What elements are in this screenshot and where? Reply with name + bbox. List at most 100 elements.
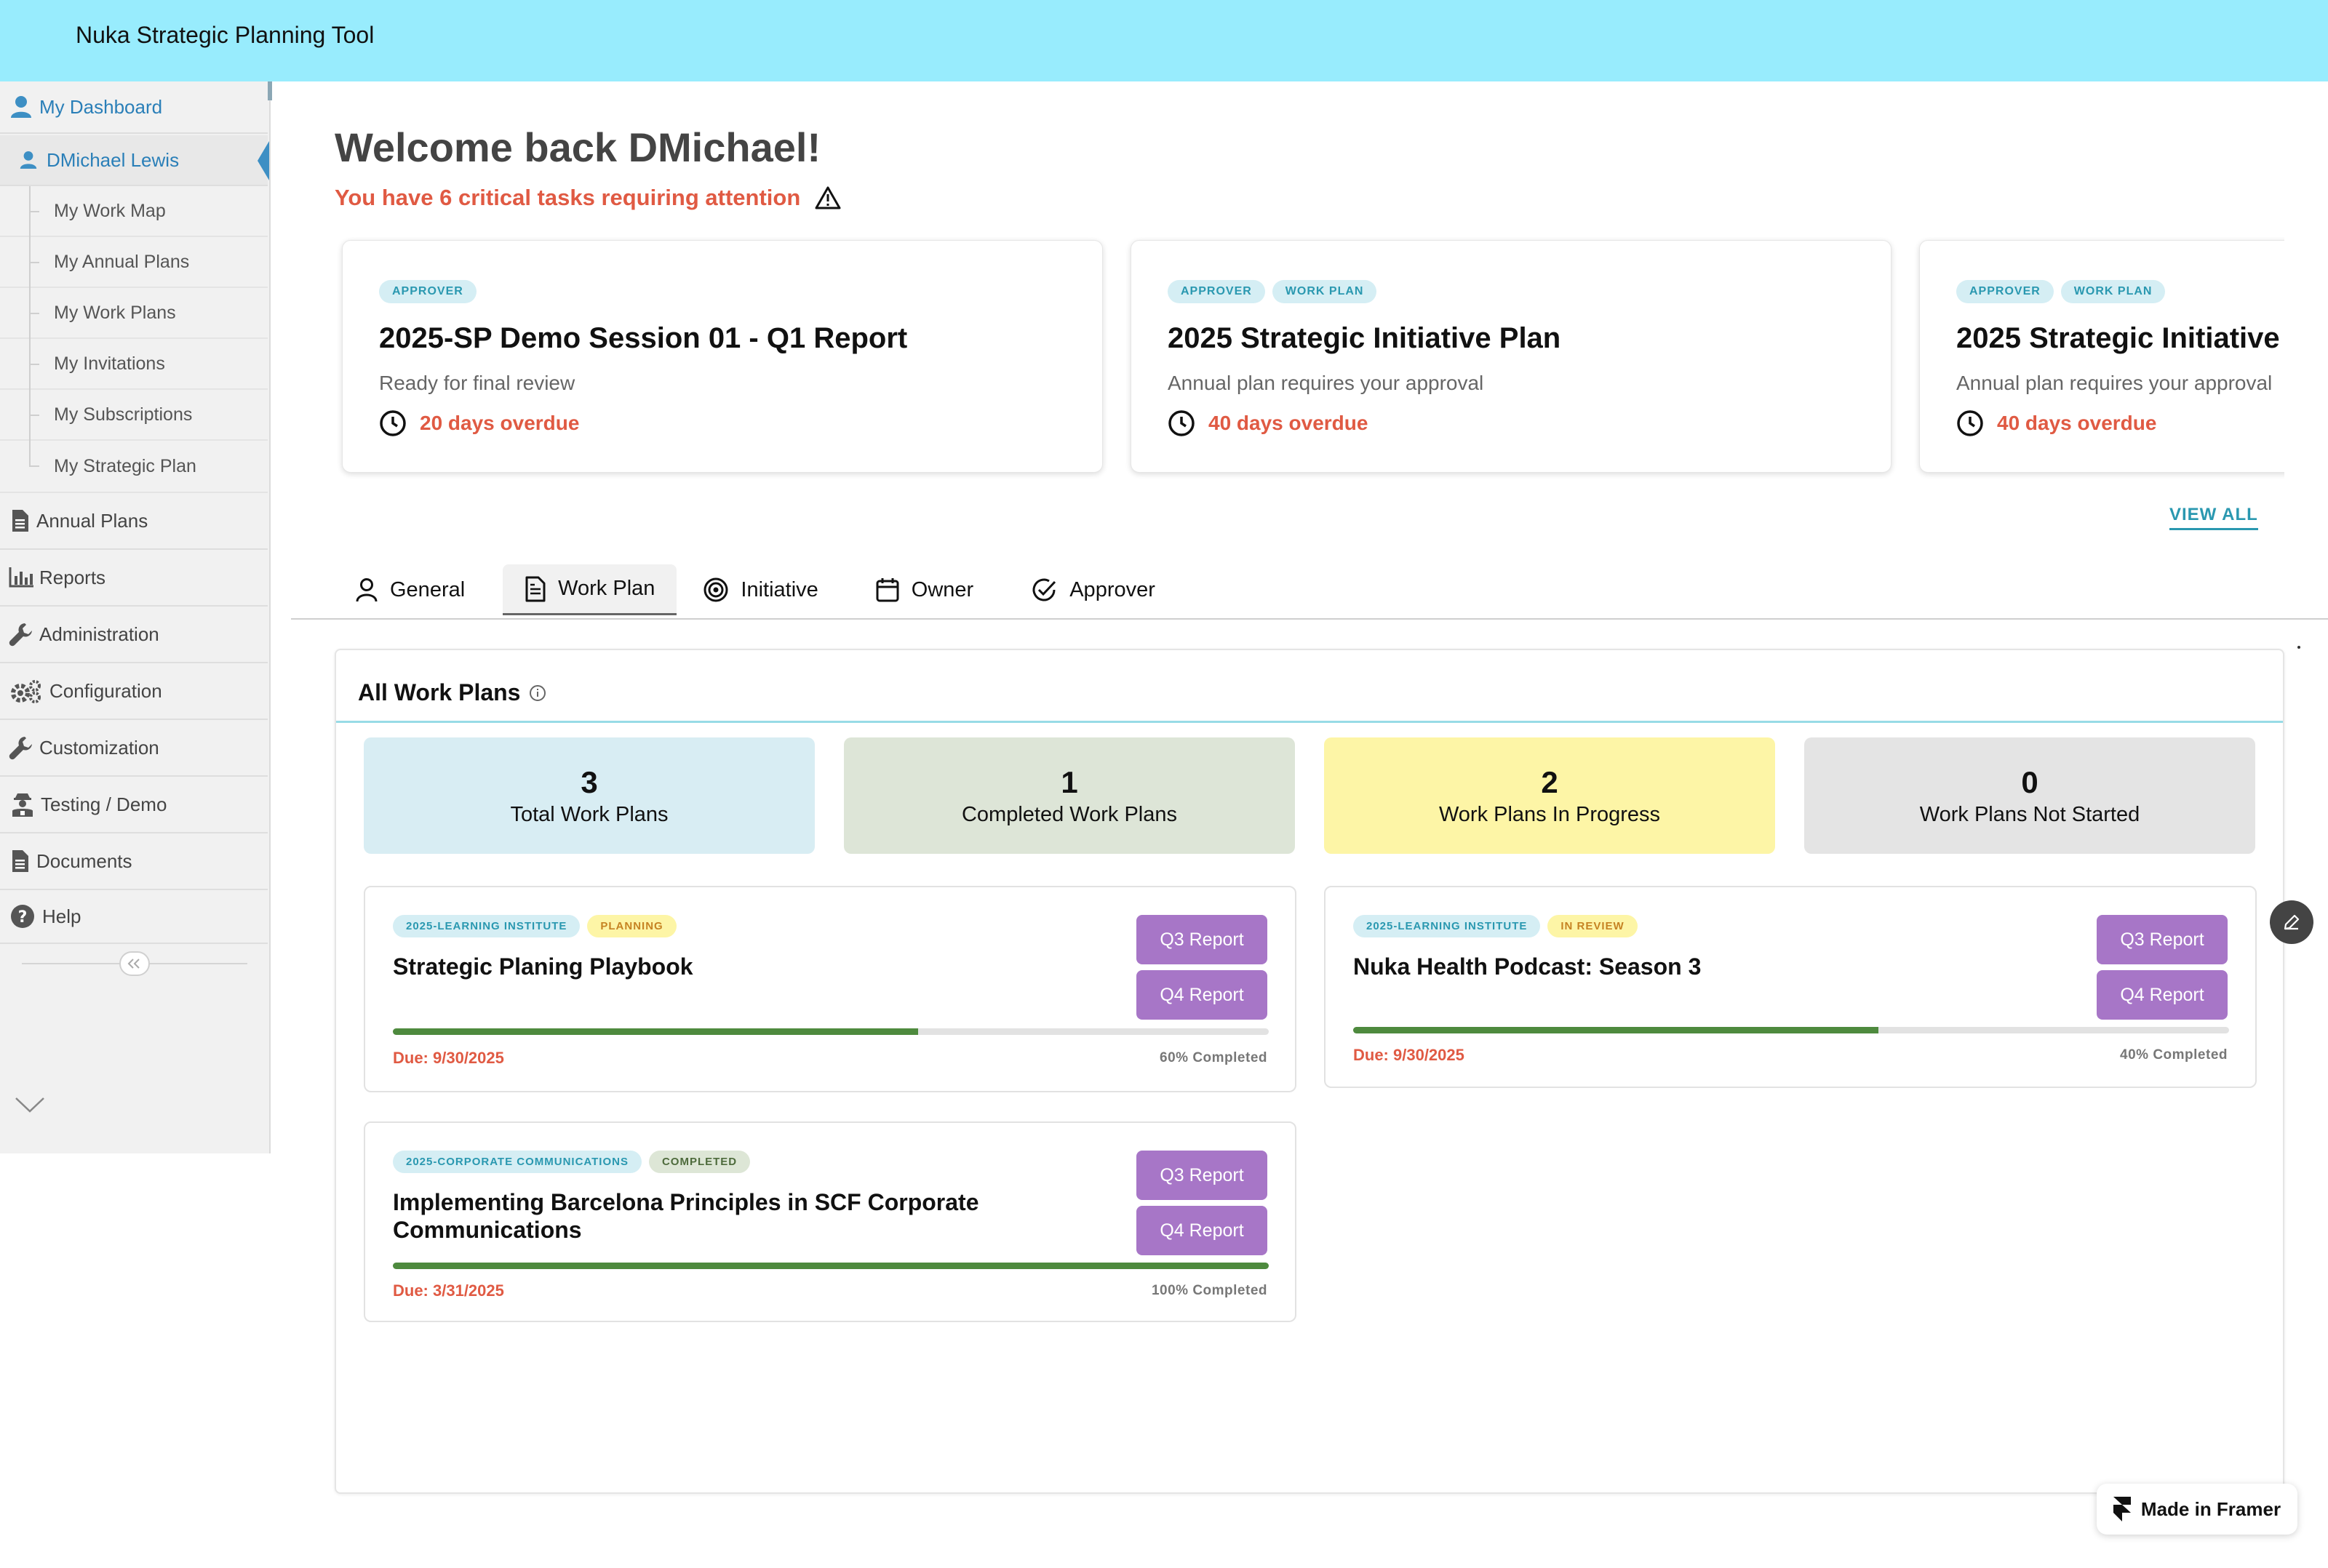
person-icon [356, 578, 378, 602]
task-card[interactable]: APPROVER 2025-SP Demo Session 01 - Q1 Re… [342, 240, 1103, 473]
sidebar-subitem-label: My Work Plans [54, 302, 176, 323]
sidebar-subitem-label: My Annual Plans [54, 251, 190, 272]
info-icon[interactable] [529, 684, 546, 702]
sidebar-item-label: Configuration [49, 679, 162, 702]
task-cards-carousel: APPROVER 2025-SP Demo Session 01 - Q1 Re… [335, 237, 2284, 484]
made-in-framer-badge[interactable]: Made in Framer [2097, 1484, 2297, 1535]
work-plan-title: Nuka Health Podcast: Season 3 [1353, 953, 1702, 980]
tab-general[interactable]: General [335, 564, 487, 615]
active-indicator-icon [258, 141, 269, 180]
critical-tasks-text: You have 6 critical tasks requiring atte… [335, 185, 801, 210]
overdue-text: 40 days overdue [1997, 412, 2157, 434]
task-card-due: 40 days overdue [1956, 409, 2156, 437]
check-circle-icon [1032, 578, 1056, 601]
tab-work-plan[interactable]: Work Plan [503, 564, 677, 615]
tab-initiative[interactable]: Initiative [681, 564, 840, 615]
type-tag: WORK PLAN [1272, 280, 1377, 303]
work-plans-panel: All Work Plans 3 Total Work Plans 1 Comp… [335, 649, 2284, 1494]
sidebar-item-reports[interactable]: Reports [0, 550, 268, 607]
sidebar-subitem-subscriptions[interactable]: My Subscriptions [0, 390, 268, 441]
sidebar-item-label: Reports [39, 566, 106, 588]
tab-owner[interactable]: Owner [853, 564, 995, 615]
sidebar-collapse-button[interactable] [119, 951, 150, 976]
sidebar-subitem-annual-plans[interactable]: My Annual Plans [0, 237, 268, 288]
warning-icon [815, 186, 841, 209]
task-card-subtitle: Annual plan requires your approval [1956, 372, 2273, 394]
sidebar-item-configuration[interactable]: Configuration [0, 663, 268, 720]
sidebar-item-label: Annual Plans [36, 509, 148, 532]
type-tag: WORK PLAN [2060, 280, 2166, 303]
tab-label: Work Plan [558, 577, 655, 600]
sidebar-item-label: Testing / Demo [41, 793, 167, 815]
wrench-icon [9, 735, 33, 760]
panel-title-text: All Work Plans [358, 679, 521, 705]
stat-not-started-work-plans[interactable]: 0 Work Plans Not Started [1804, 737, 2255, 854]
sidebar-item-user[interactable]: DMichael Lewis [0, 135, 269, 186]
tab-label: Approver [1069, 577, 1155, 601]
stat-value: 2 [1541, 764, 1558, 799]
stat-in-progress-work-plans[interactable]: 2 Work Plans In Progress [1324, 737, 1775, 854]
task-card-subtitle: Ready for final review [379, 372, 575, 394]
pencil-icon [2284, 914, 2300, 930]
sidebar-subitem-invitations[interactable]: My Invitations [0, 339, 268, 390]
work-plan-card[interactable]: 2025-LEARNING INSTITUTE IN REVIEW Nuka H… [1324, 886, 2257, 1088]
tab-approver[interactable]: Approver [1008, 564, 1177, 615]
sidebar-subitem-work-map[interactable]: My Work Map [0, 186, 268, 237]
sidebar-subitem-label: My Strategic Plan [54, 455, 196, 476]
sidebar-item-testing-demo[interactable]: Testing / Demo [0, 777, 268, 833]
stat-total-work-plans[interactable]: 3 Total Work Plans [364, 737, 815, 854]
q4-report-button[interactable]: Q4 Report [1136, 970, 1267, 1020]
sidebar-item-customization[interactable]: Customization [0, 720, 268, 777]
q3-report-button[interactable]: Q3 Report [2097, 915, 2228, 964]
sidebar-item-label: Documents [36, 849, 132, 872]
stat-value: 3 [581, 764, 598, 799]
q3-report-button[interactable]: Q3 Report [1136, 1151, 1267, 1200]
help-icon: ? [10, 904, 35, 929]
sidebar-subitem-label: My Invitations [54, 353, 165, 374]
sidebar-item-help[interactable]: ? Help [0, 890, 268, 944]
work-plan-title: Implementing Barcelona Principles in SCF… [393, 1189, 979, 1243]
q3-report-button[interactable]: Q3 Report [1136, 915, 1267, 964]
q4-report-button[interactable]: Q4 Report [2097, 970, 2228, 1020]
bar-chart-icon [9, 565, 33, 590]
sidebar-item-administration[interactable]: Administration [0, 607, 268, 663]
sidebar-item-label: Administration [39, 623, 159, 645]
user-icon [9, 95, 33, 119]
program-tag: 2025-LEARNING INSTITUTE [393, 915, 581, 937]
overdue-text: 20 days overdue [420, 412, 580, 434]
task-card[interactable]: APPROVER WORK PLAN 2025 Strategic Initia… [1131, 240, 1892, 473]
sidebar-item-label: Customization [39, 736, 159, 759]
sidebar-scrollbar[interactable] [268, 81, 272, 100]
sidebar-item-documents[interactable]: Documents [0, 833, 268, 890]
stat-label: Work Plans Not Started [1919, 802, 2140, 826]
top-bar: Nuka Strategic Planning Tool [0, 0, 2328, 81]
task-card[interactable]: APPROVER WORK PLAN 2025 Strategic Initia… [1919, 240, 2284, 473]
sidebar-subitem-strategic-plan[interactable]: My Strategic Plan [0, 441, 268, 493]
sidebar-item-label: My Dashboard [39, 95, 163, 118]
task-card-title: 2025-SP Demo Session 01 - Q1 Report [379, 322, 908, 354]
sidebar-item-label: Help [42, 905, 81, 927]
work-plan-card[interactable]: 2025-LEARNING INSTITUTE PLANNING Strateg… [364, 886, 1296, 1092]
edit-button[interactable] [2270, 900, 2313, 944]
due-date: Due: 3/31/2025 [393, 1281, 504, 1300]
progress-bar [393, 1028, 1269, 1035]
document-icon [7, 849, 32, 873]
sidebar-subitem-work-plans[interactable]: My Work Plans [0, 288, 268, 339]
wrench-icon [9, 622, 33, 647]
sidebar-item-annual-plans[interactable]: Annual Plans [0, 493, 268, 550]
user-icon [16, 148, 41, 172]
view-all-link[interactable]: VIEW ALL [2169, 505, 2258, 530]
stat-completed-work-plans[interactable]: 1 Completed Work Plans [844, 737, 1295, 854]
sidebar-item-my-dashboard[interactable]: My Dashboard [0, 81, 268, 134]
stat-value: 0 [2021, 764, 2038, 799]
tab-label: Initiative [741, 577, 818, 601]
task-card-title: 2025 Strategic Initiative [1956, 322, 2280, 354]
q4-report-button[interactable]: Q4 Report [1136, 1206, 1267, 1255]
work-plan-card[interactable]: 2025-CORPORATE COMMUNICATIONS COMPLETED … [364, 1121, 1296, 1322]
program-tag: 2025-CORPORATE COMMUNICATIONS [393, 1151, 642, 1173]
app-title: Nuka Strategic Planning Tool [76, 22, 375, 48]
chevron-down-icon[interactable] [13, 1095, 47, 1114]
tab-bar: General Work Plan Initiative Owner Appro… [335, 564, 1177, 615]
gears-icon [10, 679, 42, 703]
progress-bar [1353, 1027, 2229, 1033]
